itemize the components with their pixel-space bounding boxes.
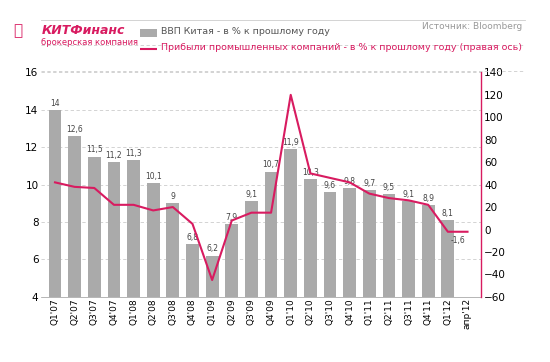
Bar (363, 190, 376, 362)
Bar (167, 203, 179, 362)
Bar (108, 162, 120, 362)
Bar (245, 201, 258, 362)
Bar (88, 156, 101, 362)
Bar (402, 201, 415, 362)
Bar (127, 160, 140, 362)
Text: брокерская компания: брокерская компания (41, 38, 138, 47)
Text: 9,1: 9,1 (403, 190, 415, 199)
Bar (147, 183, 159, 362)
Bar (186, 244, 199, 362)
Text: 9,8: 9,8 (344, 177, 356, 186)
Bar (442, 220, 454, 362)
Bar (343, 188, 356, 362)
Bar (206, 256, 218, 362)
Text: 14: 14 (50, 98, 60, 108)
Text: 8,1: 8,1 (442, 209, 454, 218)
Bar (323, 192, 337, 362)
Bar (68, 136, 81, 362)
Text: 9,5: 9,5 (383, 183, 395, 192)
Text: 11,5: 11,5 (86, 145, 103, 154)
Text: 8,9: 8,9 (422, 194, 434, 203)
Bar (48, 110, 62, 362)
Text: -1,6: -1,6 (451, 236, 465, 245)
Text: 12,6: 12,6 (66, 125, 83, 134)
Text: Прибыли промышленных компаний - в % к прошлому году (правая ось): Прибыли промышленных компаний - в % к пр… (161, 43, 521, 52)
Text: 7,9: 7,9 (226, 212, 238, 222)
Text: Источник: Bloomberg: Источник: Bloomberg (422, 22, 522, 31)
Bar (284, 149, 297, 362)
Bar (383, 194, 395, 362)
Text: ВВП Китая - в % к прошлому году: ВВП Китая - в % к прошлому году (161, 27, 329, 36)
Text: 9: 9 (170, 192, 175, 201)
Bar (265, 172, 277, 362)
Text: 🌺: 🌺 (14, 24, 23, 38)
Text: 9,1: 9,1 (245, 190, 257, 199)
Text: 9,7: 9,7 (363, 179, 375, 188)
Bar (226, 224, 238, 362)
Text: 6,2: 6,2 (206, 244, 218, 253)
Text: 11,9: 11,9 (282, 138, 299, 147)
Text: КИТФинанс: КИТФинанс (41, 24, 125, 37)
Text: 11,3: 11,3 (125, 149, 142, 158)
Bar (422, 205, 435, 362)
Bar (304, 179, 317, 362)
Text: 6,8: 6,8 (186, 233, 199, 242)
Text: 11,2: 11,2 (106, 151, 122, 160)
Text: 10,3: 10,3 (302, 168, 319, 177)
Text: 10,1: 10,1 (145, 172, 162, 181)
Text: 9,6: 9,6 (324, 181, 336, 190)
Text: 10,7: 10,7 (263, 160, 279, 169)
